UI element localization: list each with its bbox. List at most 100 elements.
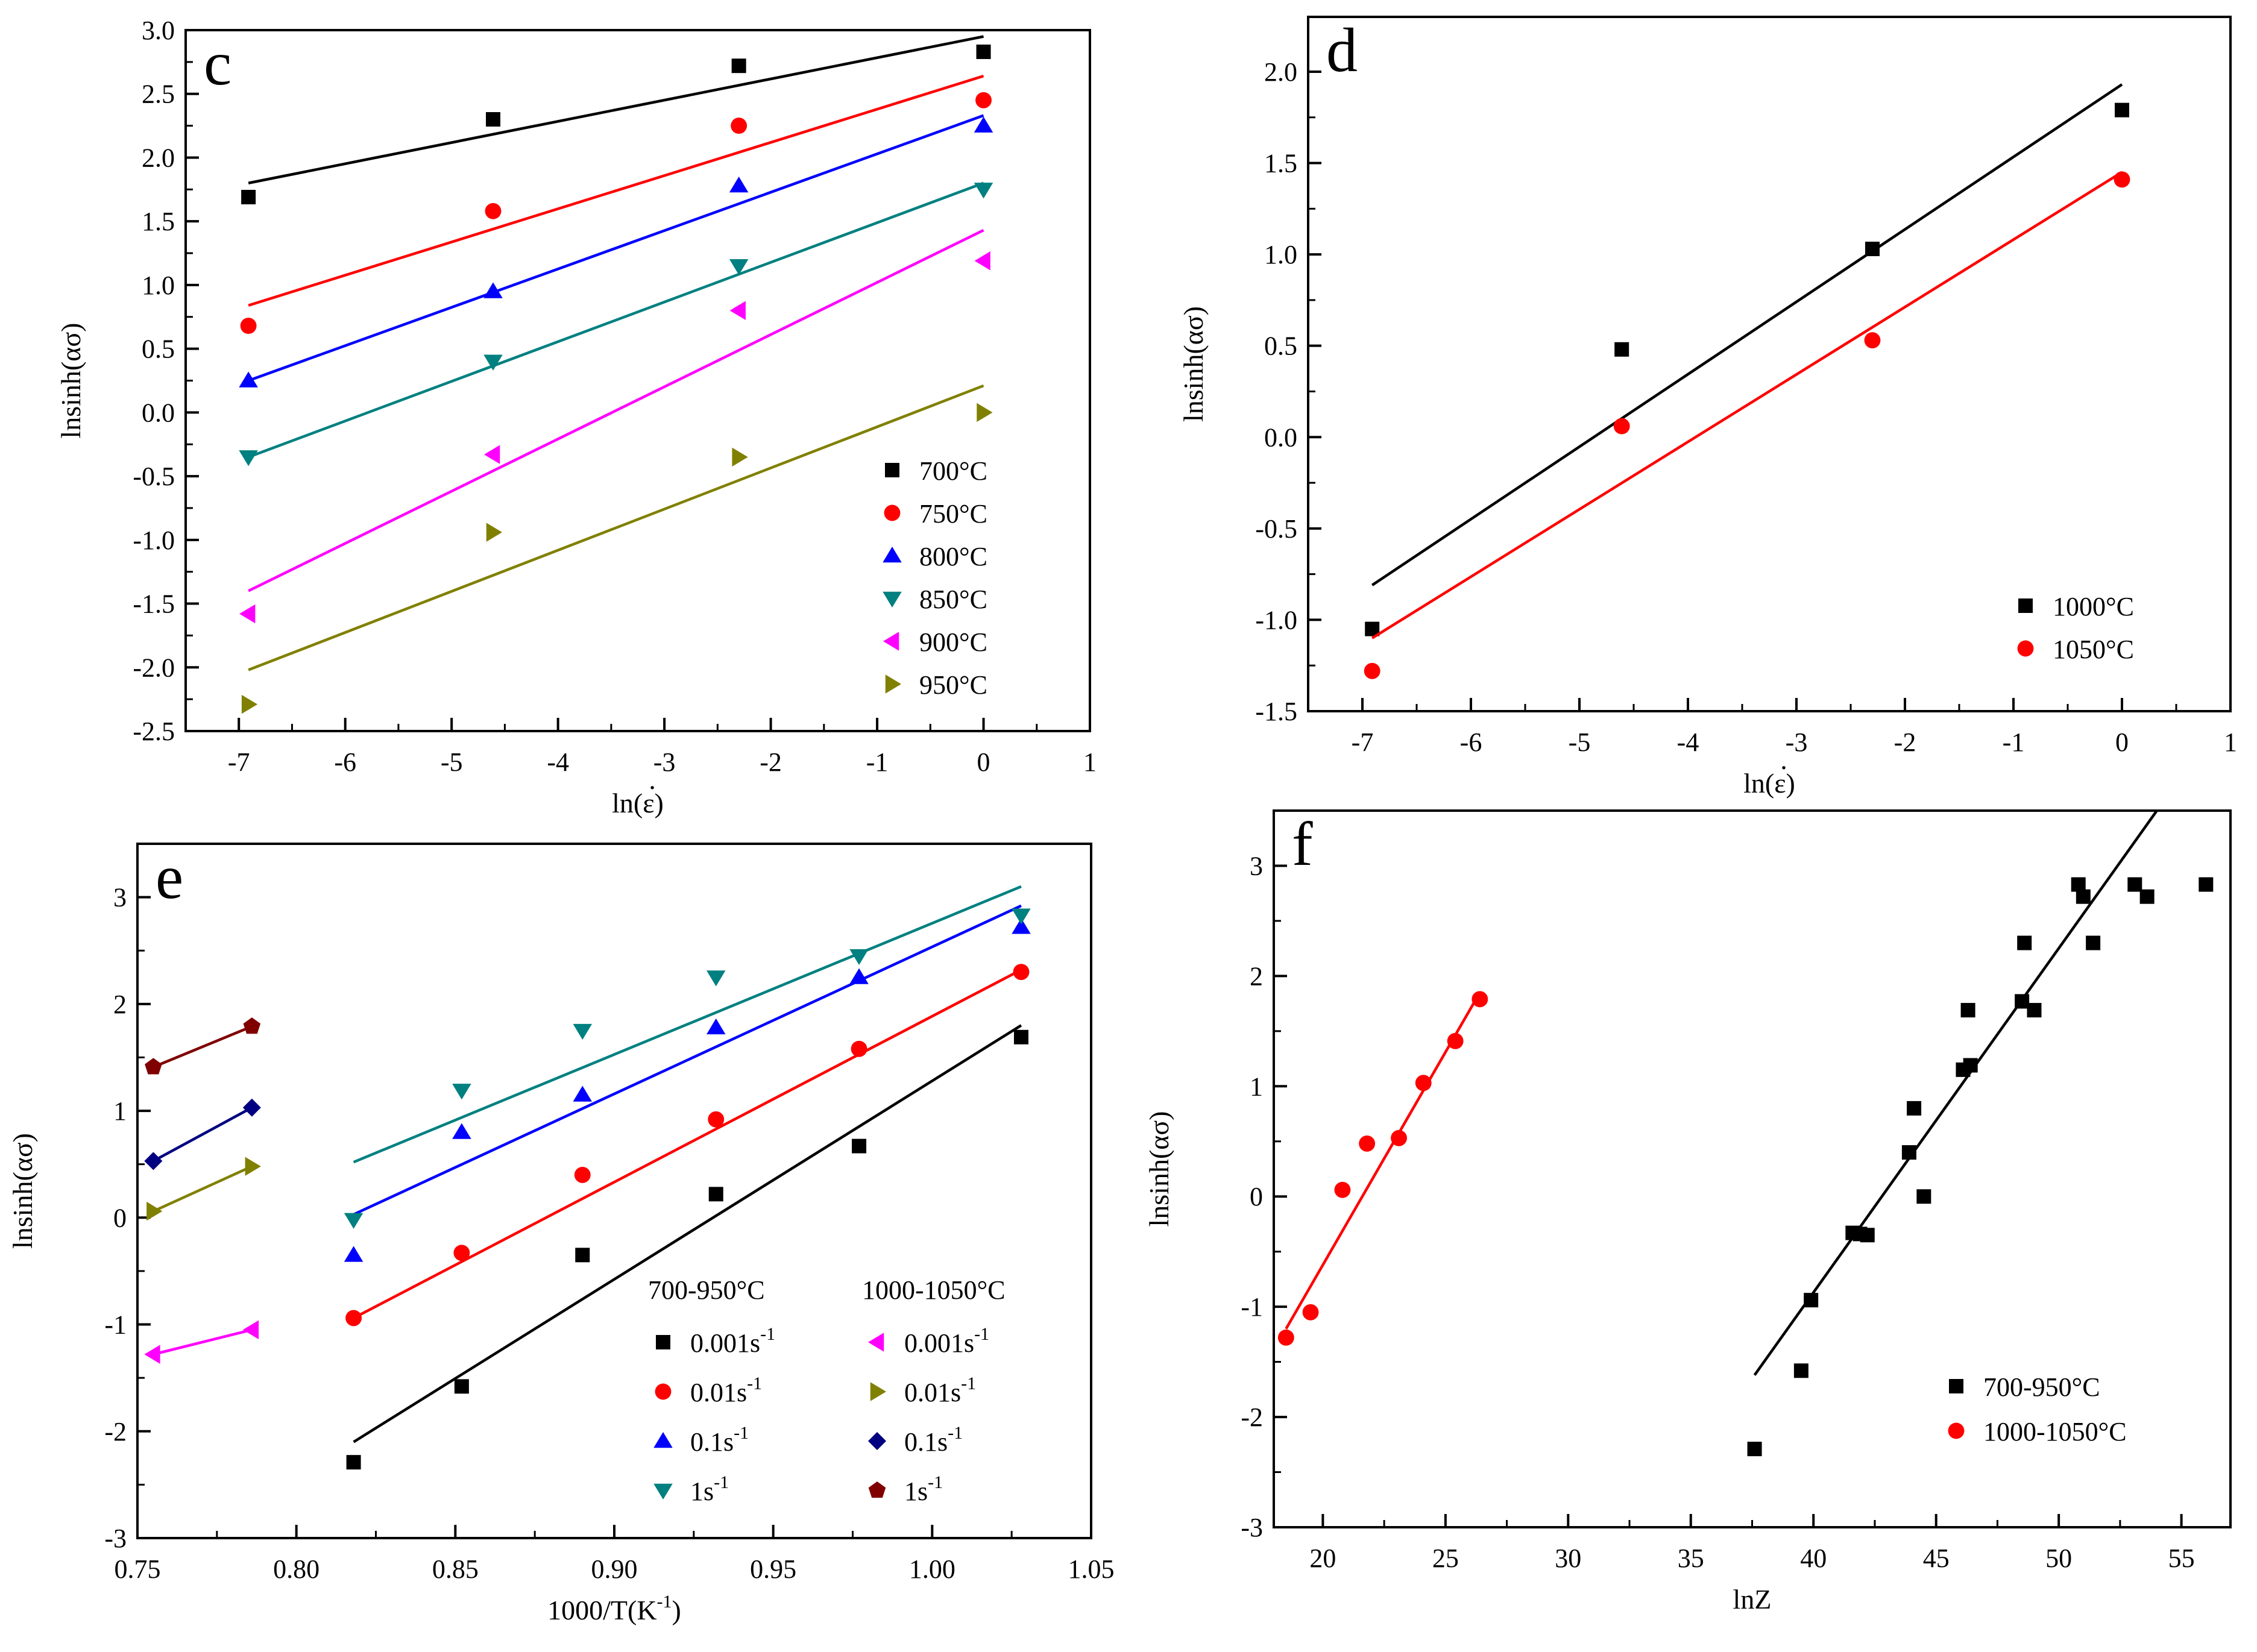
x-tick-label: -1 <box>2003 727 2025 757</box>
series-0 <box>346 1024 1028 1470</box>
y-axis-label: lnsinh(ασ) <box>7 1133 38 1249</box>
data-point <box>731 118 748 134</box>
x-axis-label: 1000/T(K-1) <box>547 1592 681 1625</box>
data-point <box>708 1187 723 1202</box>
series-6 <box>144 1098 261 1170</box>
x-tick-label: 40 <box>1800 1544 1827 1573</box>
data-point <box>239 604 256 624</box>
data-point <box>2086 935 2101 950</box>
x-axis-label-symbol: ε <box>1774 768 1786 799</box>
legend-label-superscript: -1 <box>961 1374 976 1393</box>
data-point <box>1747 1442 1762 1457</box>
data-point <box>1391 1129 1407 1146</box>
data-point <box>345 1310 362 1327</box>
data-point <box>1302 1304 1319 1321</box>
y-tick-label: -2.5 <box>133 717 175 746</box>
x-tick-label: 55 <box>2168 1544 2195 1573</box>
y-axis-label: lnsinh(ασ) <box>1144 1111 1174 1227</box>
y-tick-label: -1.5 <box>1255 697 1297 726</box>
x-tick-label: 0.80 <box>273 1554 320 1584</box>
y-tick-label: -3 <box>104 1524 127 1553</box>
fit-line <box>1371 171 2123 639</box>
x-axis-label-close: ) <box>672 1595 681 1625</box>
series-4 <box>239 228 990 624</box>
data-point <box>1860 1228 1875 1243</box>
fit-line <box>153 1025 253 1069</box>
legend-marker <box>885 463 899 477</box>
series-1 <box>1364 171 2130 679</box>
legend-marker <box>868 1333 884 1352</box>
x-axis-label: ln(ε) <box>1743 768 1795 799</box>
data-point <box>454 1379 469 1394</box>
data-point <box>486 523 502 542</box>
fit-line <box>153 1106 253 1163</box>
legend-label: 800°C <box>919 542 987 571</box>
x-axis-label: lnZ <box>1733 1584 1772 1615</box>
fit-line <box>353 885 1022 1164</box>
data-point <box>2114 171 2130 188</box>
legend-label: 0.1s-1 <box>904 1423 963 1457</box>
x-tick-label: 20 <box>1309 1544 1336 1573</box>
legend-group-header: 700-950°C <box>648 1275 765 1305</box>
fit-line <box>248 35 984 184</box>
y-axis-label: lnsinh(ασ) <box>55 323 86 439</box>
legend-label: 0.01s-1 <box>690 1374 762 1407</box>
x-tick-label: 1 <box>1083 747 1097 777</box>
legend-marker <box>1948 1422 1965 1439</box>
legend-label: 900°C <box>919 627 987 657</box>
x-tick-label: -4 <box>547 747 569 777</box>
fit-line <box>248 74 984 307</box>
data-point <box>344 1213 364 1229</box>
legend-marker <box>655 1383 672 1400</box>
data-point <box>1013 964 1030 981</box>
data-point <box>1916 1189 1931 1204</box>
x-tick-label: -3 <box>653 747 676 777</box>
data-point <box>452 1084 471 1100</box>
data-point <box>239 371 258 388</box>
legend-label: 700°C <box>919 456 987 486</box>
data-point <box>241 694 258 714</box>
series-5 <box>241 384 993 714</box>
y-tick-label: -1.5 <box>133 589 175 619</box>
data-point <box>573 1023 593 1040</box>
legend-marker <box>653 1432 673 1448</box>
x-tick-label: 0 <box>2115 727 2129 757</box>
y-tick-label: 0.5 <box>142 334 175 364</box>
y-tick-label: 3 <box>113 883 127 912</box>
y-tick-label: 2.5 <box>142 80 175 109</box>
data-point <box>2027 1003 2042 1018</box>
x-axis-label: ln(ε) <box>612 788 664 818</box>
x-tick-label: -3 <box>1786 727 1808 757</box>
plot-frame <box>1307 16 2232 712</box>
data-point <box>2199 877 2214 892</box>
legend-marker <box>868 1432 886 1450</box>
series-3 <box>344 885 1031 1229</box>
x-axis-label-text: 1000/T(K <box>547 1595 656 1625</box>
data-point <box>574 1166 591 1183</box>
data-point <box>977 403 993 422</box>
data-point <box>484 445 500 464</box>
fit-line <box>1371 83 2123 586</box>
data-point <box>1472 991 1488 1008</box>
y-tick-label: 0 <box>1250 1182 1263 1211</box>
x-tick-label: -5 <box>441 747 463 777</box>
x-axis-label-close: ) <box>1786 768 1795 799</box>
data-point <box>144 1152 163 1170</box>
legend: 700-950°C 1000-1050°C <box>1948 1372 2127 1446</box>
series-0 <box>241 35 991 205</box>
data-point <box>483 282 503 298</box>
x-tick-label: 0.75 <box>115 1554 161 1584</box>
data-point <box>976 44 991 59</box>
series-5 <box>146 1157 261 1221</box>
x-tick-label: -6 <box>1460 727 1482 757</box>
fit-line <box>248 228 984 592</box>
legend-marker <box>870 1382 886 1401</box>
plot-frame <box>184 29 1091 732</box>
legend-label: 0.001s-1 <box>690 1324 775 1358</box>
data-point <box>849 968 869 984</box>
legend-label: 1s-1 <box>904 1472 943 1506</box>
legend-label-superscript: -1 <box>928 1472 943 1492</box>
data-point <box>243 1017 261 1034</box>
data-point <box>146 1201 163 1221</box>
x-axis-label-superscript: -1 <box>657 1592 672 1612</box>
